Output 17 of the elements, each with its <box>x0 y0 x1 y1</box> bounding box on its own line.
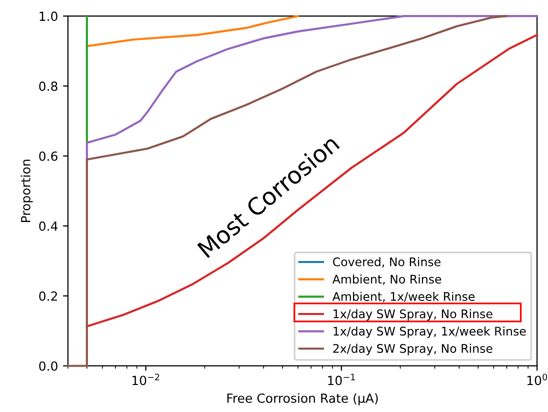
y-tick-label: 1.0 <box>40 12 58 21</box>
legend-label: Ambient, 1x/week Rinse <box>332 292 475 302</box>
legend-label: Covered, No Rinse <box>333 257 440 268</box>
y-axis-title: Proportion <box>20 160 33 222</box>
x-axis-title: Free Corrosion Rate (μA) <box>227 393 378 406</box>
legend-label: 2x/day SW Spray, No Rinse <box>333 344 492 356</box>
legend-label: 1x/day SW Spray, 1x/week Rinse <box>334 326 526 338</box>
y-tick-label: 0.2 <box>39 291 57 301</box>
y-tick-label: 0.4 <box>39 221 58 231</box>
y-tick-label: 0.6 <box>39 151 58 161</box>
x-tick-label: 10$^{−2}$ <box>132 374 160 386</box>
y-tick-label: 0.8 <box>39 81 58 91</box>
x-tick-label: 10$^{−1}$ <box>328 374 355 386</box>
legend-label: Ambient, No Rinse <box>332 274 442 285</box>
legend-label: 1x/day SW Spray, No Rinse <box>334 309 492 321</box>
x-tick-label: 10$^{0}$ <box>527 374 548 386</box>
y-tick-label: 0.0 <box>39 361 58 371</box>
